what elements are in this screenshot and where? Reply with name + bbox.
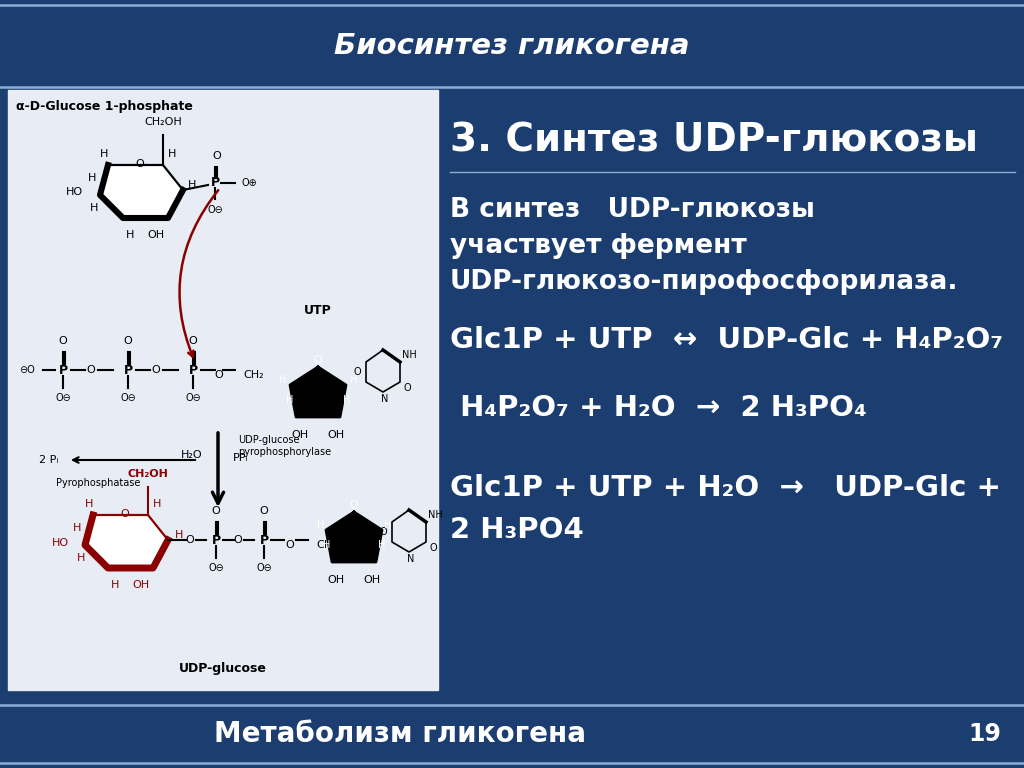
Text: HO: HO — [66, 187, 83, 197]
Text: O: O — [124, 336, 132, 346]
Text: CH₂OH: CH₂OH — [128, 469, 168, 479]
Text: O⊖: O⊖ — [185, 393, 201, 403]
Text: OH: OH — [147, 230, 165, 240]
Text: CH₂: CH₂ — [243, 370, 263, 380]
Text: 19: 19 — [969, 722, 1001, 746]
Text: H: H — [111, 580, 119, 590]
Text: HO: HO — [52, 538, 69, 548]
Text: PPᵢ: PPᵢ — [233, 453, 249, 463]
Text: O⊖: O⊖ — [208, 563, 224, 573]
Text: H: H — [286, 395, 293, 405]
Text: H: H — [316, 520, 324, 530]
Text: O: O — [185, 535, 195, 545]
Text: OH: OH — [328, 430, 344, 440]
Bar — [8, 90, 438, 690]
Text: H: H — [73, 523, 81, 533]
Text: H: H — [343, 395, 350, 405]
Text: UDP-глюкозо-пирофосфорилаза.: UDP-глюкозо-пирофосфорилаза. — [450, 269, 958, 295]
Text: Glc1P + UTP + H₂O  →   UDP-Glc +: Glc1P + UTP + H₂O → UDP-Glc + — [450, 474, 1001, 502]
Text: UTP: UTP — [304, 303, 332, 316]
Text: UDP-glucose: UDP-glucose — [238, 435, 299, 445]
Text: O: O — [353, 367, 361, 377]
Text: pyrophosphorylase: pyrophosphorylase — [238, 447, 331, 457]
Polygon shape — [392, 510, 426, 552]
Text: O⊖: O⊖ — [256, 563, 272, 573]
Text: 2 Pᵢ: 2 Pᵢ — [39, 455, 58, 465]
Polygon shape — [326, 512, 382, 562]
Text: H: H — [77, 553, 85, 563]
Text: α-D-Glucose 1-phosphate: α-D-Glucose 1-phosphate — [16, 100, 193, 113]
Text: CH₂: CH₂ — [316, 540, 337, 550]
Text: Биосинтез гликогена: Биосинтез гликогена — [334, 32, 690, 60]
Text: H: H — [279, 375, 286, 385]
Text: O⊖: O⊖ — [120, 393, 136, 403]
Text: 3. Синтез UDP-глюкозы: 3. Синтез UDP-глюкозы — [450, 121, 978, 159]
Text: H: H — [378, 540, 385, 550]
Polygon shape — [100, 165, 183, 218]
Text: O: O — [87, 365, 95, 375]
Text: H: H — [99, 149, 108, 159]
Text: UDP-glucose: UDP-glucose — [179, 662, 267, 675]
Text: O: O — [379, 527, 387, 537]
Text: O: O — [135, 159, 144, 169]
Text: OH: OH — [292, 430, 308, 440]
Text: O: O — [286, 540, 294, 550]
Text: Pyrophosphatase: Pyrophosphatase — [56, 478, 140, 488]
Text: OH: OH — [364, 575, 381, 585]
Text: H: H — [90, 203, 98, 213]
Text: N: N — [408, 554, 415, 564]
Text: H: H — [384, 520, 391, 530]
Text: H₂O: H₂O — [181, 450, 203, 460]
Text: ⊖O: ⊖O — [19, 365, 35, 375]
Text: O: O — [212, 506, 220, 516]
Text: Метаболизм гликогена: Метаболизм гликогена — [214, 720, 586, 748]
Polygon shape — [85, 515, 168, 568]
Text: P: P — [188, 363, 198, 376]
Text: NH: NH — [402, 350, 417, 360]
Text: H: H — [175, 530, 183, 540]
Text: H: H — [153, 499, 162, 509]
Text: O⊖: O⊖ — [55, 393, 71, 403]
Text: участвует фермент: участвует фермент — [450, 233, 746, 259]
Text: H: H — [350, 375, 357, 385]
Text: O: O — [349, 500, 358, 510]
Text: H: H — [323, 540, 330, 550]
Text: P: P — [58, 363, 68, 376]
Text: H₄P₂O₇ + H₂O  →  2 H₃PO₄: H₄P₂O₇ + H₂O → 2 H₃PO₄ — [450, 394, 866, 422]
Text: P: P — [211, 177, 219, 190]
Text: 2 H₃PO4: 2 H₃PO4 — [450, 516, 584, 544]
Text: O⊕: O⊕ — [241, 178, 257, 188]
Polygon shape — [366, 350, 400, 392]
Text: O: O — [152, 365, 161, 375]
Text: O: O — [429, 543, 436, 553]
Text: OH: OH — [132, 580, 150, 590]
Text: OH: OH — [328, 575, 344, 585]
Polygon shape — [290, 367, 346, 417]
Text: CH₂OH: CH₂OH — [144, 117, 182, 127]
Text: P: P — [211, 534, 220, 547]
Text: O: O — [121, 509, 129, 519]
Text: O: O — [403, 383, 411, 393]
Text: H: H — [188, 180, 197, 190]
Text: Glc1P + UTP  ↔  UDP-Glc + H₄P₂O₇: Glc1P + UTP ↔ UDP-Glc + H₄P₂O₇ — [450, 326, 1004, 354]
Text: O: O — [313, 355, 323, 365]
Text: O: O — [260, 506, 268, 516]
Text: NH: NH — [428, 510, 442, 520]
Text: H: H — [88, 173, 96, 183]
Text: В синтез   UDP-глюкозы: В синтез UDP-глюкозы — [450, 197, 815, 223]
Text: H: H — [168, 149, 176, 159]
Text: O: O — [213, 151, 221, 161]
Text: N: N — [381, 394, 389, 404]
Text: O: O — [58, 336, 68, 346]
Text: P: P — [124, 363, 132, 376]
Text: O: O — [215, 370, 223, 380]
Text: O⊖: O⊖ — [207, 205, 223, 215]
Text: O: O — [188, 336, 198, 346]
Text: H: H — [85, 499, 93, 509]
Text: P: P — [259, 534, 268, 547]
Text: H: H — [126, 230, 134, 240]
Text: O: O — [233, 535, 243, 545]
